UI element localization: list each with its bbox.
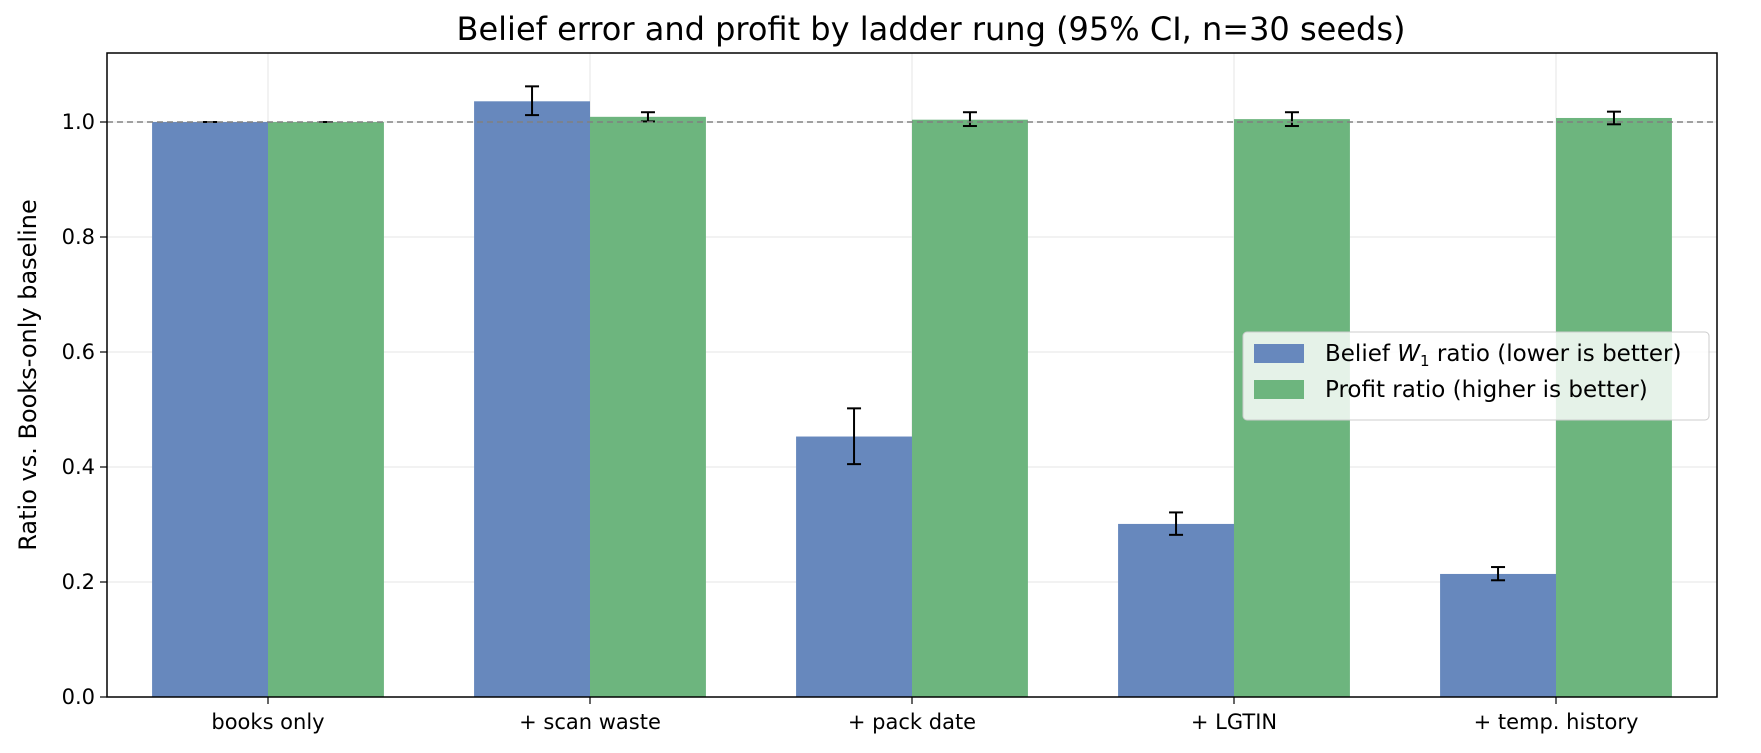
y-tick-label: 0.8 xyxy=(62,225,95,249)
legend: Belief W1 ratio (lower is better) Profit … xyxy=(1242,331,1710,421)
bar-series-2 xyxy=(590,116,706,697)
bar-series-1 xyxy=(152,122,268,697)
x-tick-label: + scan waste xyxy=(519,710,661,734)
bar-series-1 xyxy=(1118,523,1234,697)
bars xyxy=(152,101,1672,698)
bar-series-2 xyxy=(268,122,384,697)
x-axis-ticks: books only + scan waste + pack date + LGTIN… xyxy=(211,697,1638,734)
legend-label-1: Belief W1 ratio (lower is better) xyxy=(1325,341,1681,370)
y-axis-label: Ratio vs. Books-only baseline xyxy=(14,199,42,550)
x-tick-label: + LGTIN xyxy=(1191,710,1277,734)
bar-series-1 xyxy=(474,101,590,698)
y-tick-label: 0.2 xyxy=(62,570,95,594)
bar-series-2 xyxy=(912,119,1028,697)
x-tick-label: + pack date xyxy=(848,710,976,734)
y-tick-label: 1.0 xyxy=(62,110,95,134)
chart-title: Belief error and profit by ladder rung (… xyxy=(457,10,1406,48)
x-tick-label: books only xyxy=(211,710,324,734)
legend-swatch-1 xyxy=(1254,344,1304,363)
legend-label-2: Profit ratio (higher is better) xyxy=(1325,377,1648,403)
y-tick-label: 0.0 xyxy=(62,685,95,709)
y-axis-ticks: 0.0 0.2 0.4 0.6 0.8 1.0 xyxy=(62,110,107,709)
y-tick-label: 0.6 xyxy=(62,340,95,364)
y-tick-label: 0.4 xyxy=(62,455,95,479)
x-tick-label: + temp. history xyxy=(1474,710,1639,734)
legend-swatch-2 xyxy=(1254,380,1304,399)
bar-series-1 xyxy=(796,436,912,697)
legend-box xyxy=(1242,331,1710,421)
bar-series-1 xyxy=(1440,573,1556,697)
